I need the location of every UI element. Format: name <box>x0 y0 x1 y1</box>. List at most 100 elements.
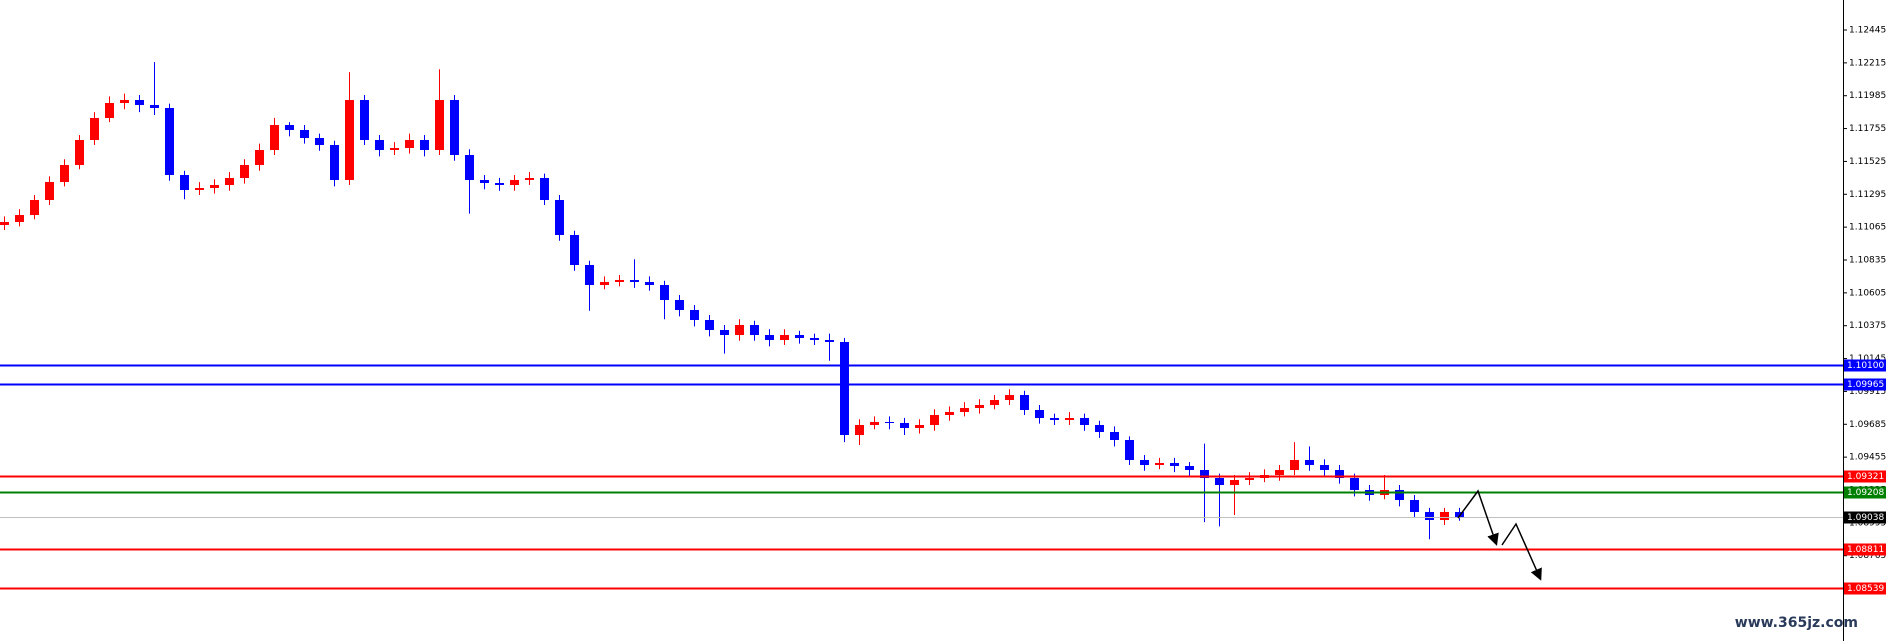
candle-body <box>735 325 744 335</box>
candle-body <box>1080 418 1089 425</box>
candle-body <box>1125 440 1134 460</box>
candle-body <box>240 165 249 178</box>
candle-body <box>630 280 639 282</box>
candle-body <box>1185 466 1194 470</box>
watermark: www.365jz.com <box>1735 615 1858 631</box>
level-label-box <box>1844 486 1886 499</box>
candle-body <box>1230 480 1239 485</box>
candle-body <box>1020 395 1029 410</box>
candle-body <box>660 285 669 300</box>
candle-body <box>855 425 864 435</box>
candle-body <box>1320 465 1329 470</box>
level-label: 1.09208 <box>1847 488 1884 498</box>
candle-body <box>1050 418 1059 420</box>
candle-body <box>165 108 174 175</box>
candle-body <box>345 100 354 180</box>
candle-body <box>90 118 99 140</box>
price-axis: 1.12445 1.12215 1.11985 1.11755 1.11525 1.112… <box>1843 26 1886 595</box>
candle-body <box>330 145 339 180</box>
y-tick-label: 1.10605 <box>1849 288 1886 298</box>
candle-body <box>60 165 69 182</box>
level-label-box <box>1844 359 1886 372</box>
level-label-box <box>1844 582 1886 595</box>
candle-body <box>450 100 459 155</box>
candle-body <box>585 265 594 285</box>
y-tick-label: 1.11985 <box>1849 91 1886 101</box>
candle-body <box>945 412 954 415</box>
candle-body <box>960 408 969 412</box>
candle-body <box>1215 478 1224 485</box>
y-tick-label: 1.11065 <box>1849 223 1886 233</box>
candle-body <box>1305 460 1314 465</box>
level-label: 1.09965 <box>1847 380 1884 390</box>
candle-body <box>705 320 714 330</box>
candle-body <box>300 130 309 138</box>
candle-body <box>1245 478 1254 480</box>
candle-body <box>525 178 534 180</box>
y-tick-label: 1.09915 <box>1849 387 1886 397</box>
candle-body <box>210 185 219 188</box>
forecast-arrow <box>1457 489 1499 546</box>
candle-body <box>150 105 159 108</box>
candle-body <box>810 338 819 340</box>
candle-body <box>1140 460 1149 465</box>
candle-body <box>1200 470 1209 478</box>
candle-body <box>930 415 939 425</box>
candle-body <box>0 222 9 225</box>
candle-body <box>765 335 774 340</box>
candle-body <box>870 422 879 425</box>
candle-body <box>420 140 429 150</box>
candle-body <box>900 423 909 428</box>
candle-body <box>255 150 264 165</box>
y-tick-label: 1.12215 <box>1849 58 1886 68</box>
level-label: 1.10100 <box>1847 361 1884 371</box>
candle-body <box>780 335 789 340</box>
candle-body <box>1155 463 1164 465</box>
candle-body <box>285 125 294 130</box>
candle-body <box>840 342 849 435</box>
candle-body <box>375 140 384 150</box>
y-tick-label: 1.11525 <box>1849 157 1886 167</box>
level-label-box <box>1844 470 1886 483</box>
candle-body <box>225 178 234 185</box>
y-tick-label: 1.10375 <box>1849 321 1886 331</box>
y-tick-label: 1.08765 <box>1849 551 1886 561</box>
candle-body <box>825 340 834 342</box>
candle-body <box>270 125 279 150</box>
candle-body <box>1350 478 1359 490</box>
level-label-box <box>1844 511 1886 524</box>
candle-body <box>465 155 474 180</box>
candle-body <box>510 180 519 185</box>
candle-body <box>45 182 54 200</box>
level-label: 1.09321 <box>1847 472 1884 482</box>
candle-body <box>720 330 729 335</box>
level-label-box <box>1844 378 1886 391</box>
candle-body <box>570 235 579 265</box>
candle-body <box>1065 418 1074 420</box>
candle-body <box>990 400 999 405</box>
candle-body <box>180 175 189 190</box>
candle-body <box>615 280 624 282</box>
y-tick-label: 1.10835 <box>1849 256 1886 266</box>
candle-body <box>495 183 504 185</box>
candle-body <box>1335 470 1344 478</box>
candle-body <box>885 422 894 423</box>
y-tick-label: 1.11295 <box>1849 190 1886 200</box>
candle-body <box>1455 512 1464 517</box>
y-tick-label: 1.12445 <box>1849 26 1886 36</box>
level-label-box <box>1844 543 1886 556</box>
candle-body <box>915 425 924 428</box>
candle-body <box>360 100 369 140</box>
candle-body <box>675 300 684 310</box>
candle-body <box>1440 512 1449 520</box>
level-label: 1.08811 <box>1847 545 1884 555</box>
candle-body <box>405 140 414 148</box>
candle-body <box>795 335 804 338</box>
candle-body <box>1290 460 1299 470</box>
candle-body <box>390 148 399 150</box>
level-label: 1.09038 <box>1847 513 1884 523</box>
candle-body <box>15 215 24 222</box>
y-tick-label: 1.10145 <box>1849 354 1886 364</box>
